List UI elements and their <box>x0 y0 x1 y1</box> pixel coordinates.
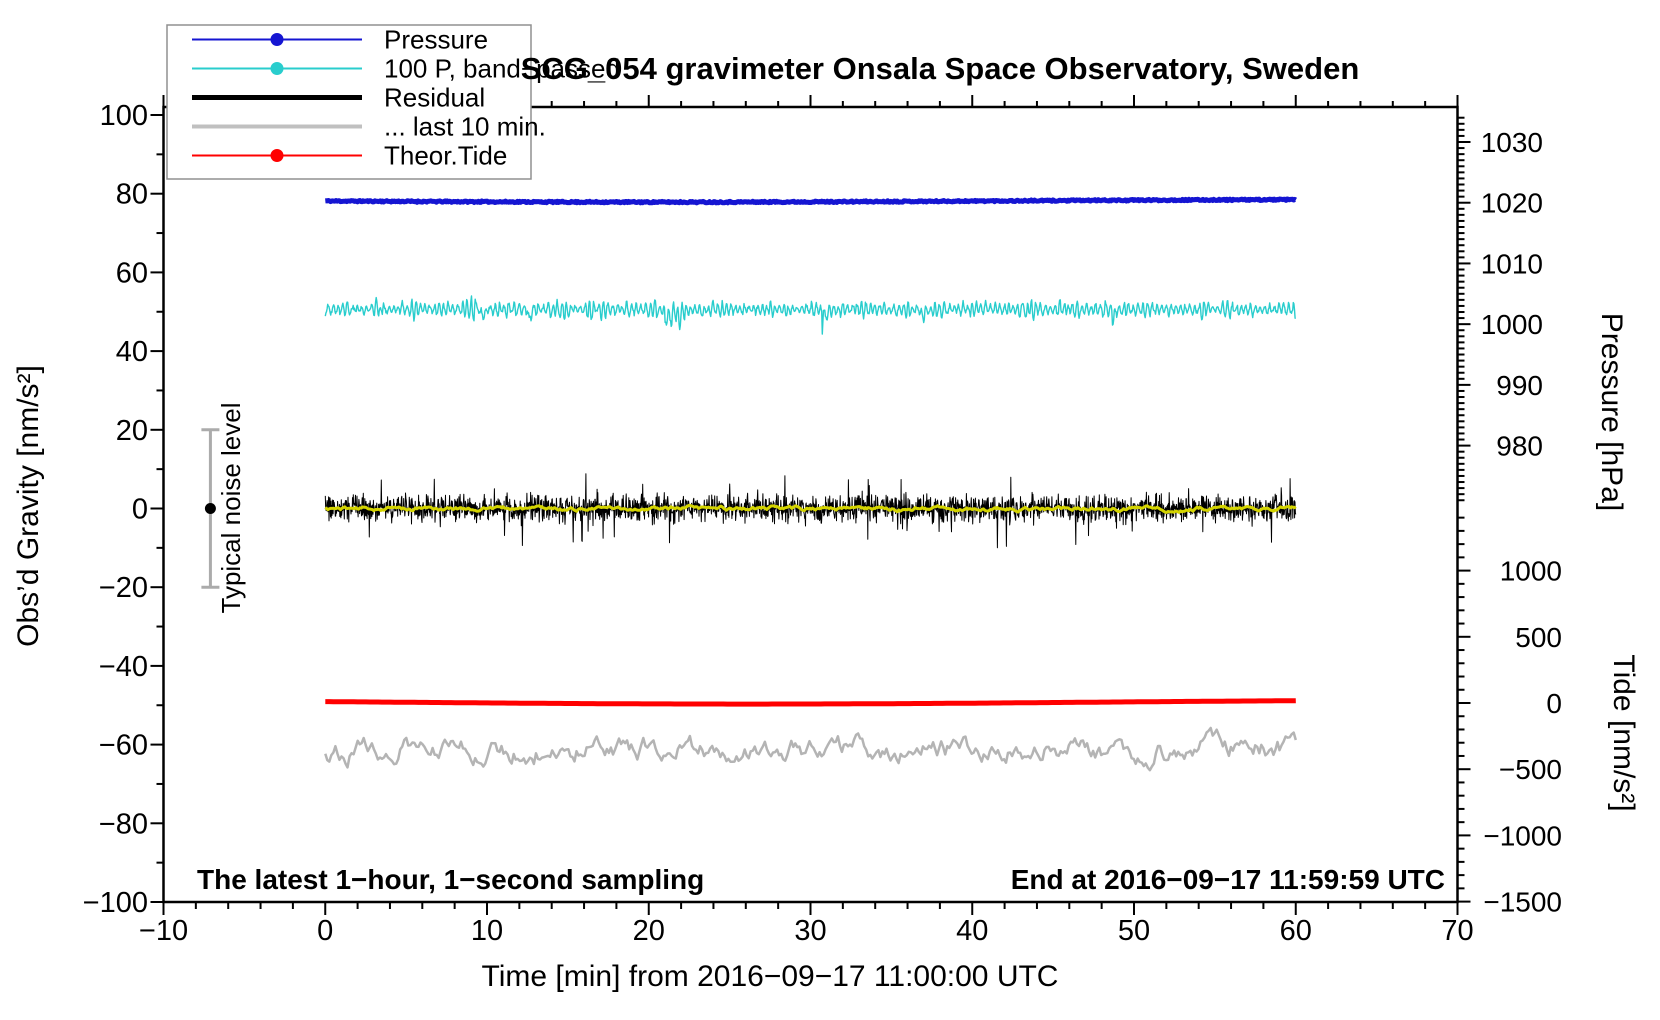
pressure-axis-label: Pressure [hPa] <box>1595 313 1628 511</box>
pressure-tick-label: 1000 <box>1481 309 1543 340</box>
noise-level-label: Typical noise level <box>216 403 246 614</box>
legend-label: Residual <box>384 83 485 113</box>
x-tick-label: 30 <box>794 915 826 947</box>
pressure-tick-label: 1020 <box>1481 188 1543 219</box>
pressure-tick-label: 990 <box>1496 370 1543 401</box>
tide-tick-label: −1500 <box>1483 887 1562 918</box>
legend-label: 100 P, band−passed <box>384 54 620 84</box>
series-band_passed <box>324 295 1296 335</box>
x-tick-label: 40 <box>956 915 988 947</box>
x-axis-label: Time [min] from 2016−09−17 11:00:00 UTC <box>482 960 1059 993</box>
y-left-tick-label: −40 <box>99 651 148 683</box>
x-tick-label: 70 <box>1441 915 1473 947</box>
y-left-tick-label: −100 <box>83 887 148 919</box>
pressure-tick-label: 980 <box>1496 431 1543 462</box>
series-pressure <box>323 196 1298 206</box>
y-left-tick-label: 0 <box>132 494 148 526</box>
series-layer <box>323 196 1298 772</box>
tide-tick-label: −1000 <box>1483 820 1562 851</box>
legend-dot-sample <box>270 33 284 46</box>
noise-marker-layer <box>201 428 220 589</box>
y-left-tick-label: 80 <box>116 179 148 211</box>
series-theor_tide <box>325 698 1296 707</box>
legend-dot-sample <box>270 149 284 162</box>
pressure-tick-label: 1030 <box>1481 127 1543 158</box>
legend-item--last-10-min-: ... last 10 min. <box>192 112 546 142</box>
legend-item-100-p-band-passed: 100 P, band−passed <box>192 54 620 84</box>
tide-tick-label: 500 <box>1515 622 1562 653</box>
annotation-end-time: End at 2016−09−17 11:59:59 UTC <box>1011 864 1445 895</box>
x-tick-label: 50 <box>1118 915 1150 947</box>
legend-item-residual: Residual <box>192 83 485 113</box>
noise-center-dot <box>204 503 216 514</box>
legend-item-theor-tide: Theor.Tide <box>192 141 507 171</box>
x-tick-label: 0 <box>317 915 333 947</box>
y-left-tick-label: 40 <box>116 336 148 368</box>
tide-tick-label: 1000 <box>1500 556 1562 587</box>
pressure-tick-label: 1010 <box>1481 248 1543 279</box>
legend-dot-sample <box>270 62 284 75</box>
x-tick-label: 60 <box>1280 915 1312 947</box>
x-tick-label: −10 <box>139 915 188 947</box>
series-last_10_min <box>324 726 1298 772</box>
legend-item-pressure: Pressure <box>192 25 488 55</box>
chart-title: SCG_054 gravimeter Onsala Space Observat… <box>521 51 1360 86</box>
tide-axis-label: Tide [nm/s²] <box>1607 654 1640 811</box>
legend-label: Pressure <box>384 25 488 55</box>
x-tick-label: 20 <box>633 915 665 947</box>
series-residual_smooth <box>324 503 1297 514</box>
y-left-tick-label: −20 <box>99 572 148 604</box>
y-left-tick-label: 60 <box>116 257 148 289</box>
legend-label: Theor.Tide <box>384 141 507 171</box>
tick-labels-layer: −10 0 10 20 30 40 50 60 70100806040200−20−40−60−… <box>83 100 1562 947</box>
y-left-tick-label: −60 <box>99 730 148 762</box>
y-left-tick-label: 100 <box>100 100 148 132</box>
y-left-tick-label: 20 <box>116 415 148 447</box>
y-left-tick-label: −80 <box>99 808 148 840</box>
legend-label: ... last 10 min. <box>384 112 546 142</box>
tide-tick-label: 0 <box>1546 688 1562 719</box>
x-tick-label: 10 <box>471 915 503 947</box>
annotation-sampling: The latest 1−hour, 1−second sampling <box>197 864 704 895</box>
tide-tick-label: −500 <box>1499 754 1562 785</box>
y-left-axis-label: Obs’d Gravity [nm/s²] <box>12 365 45 647</box>
legend-box <box>166 24 532 180</box>
